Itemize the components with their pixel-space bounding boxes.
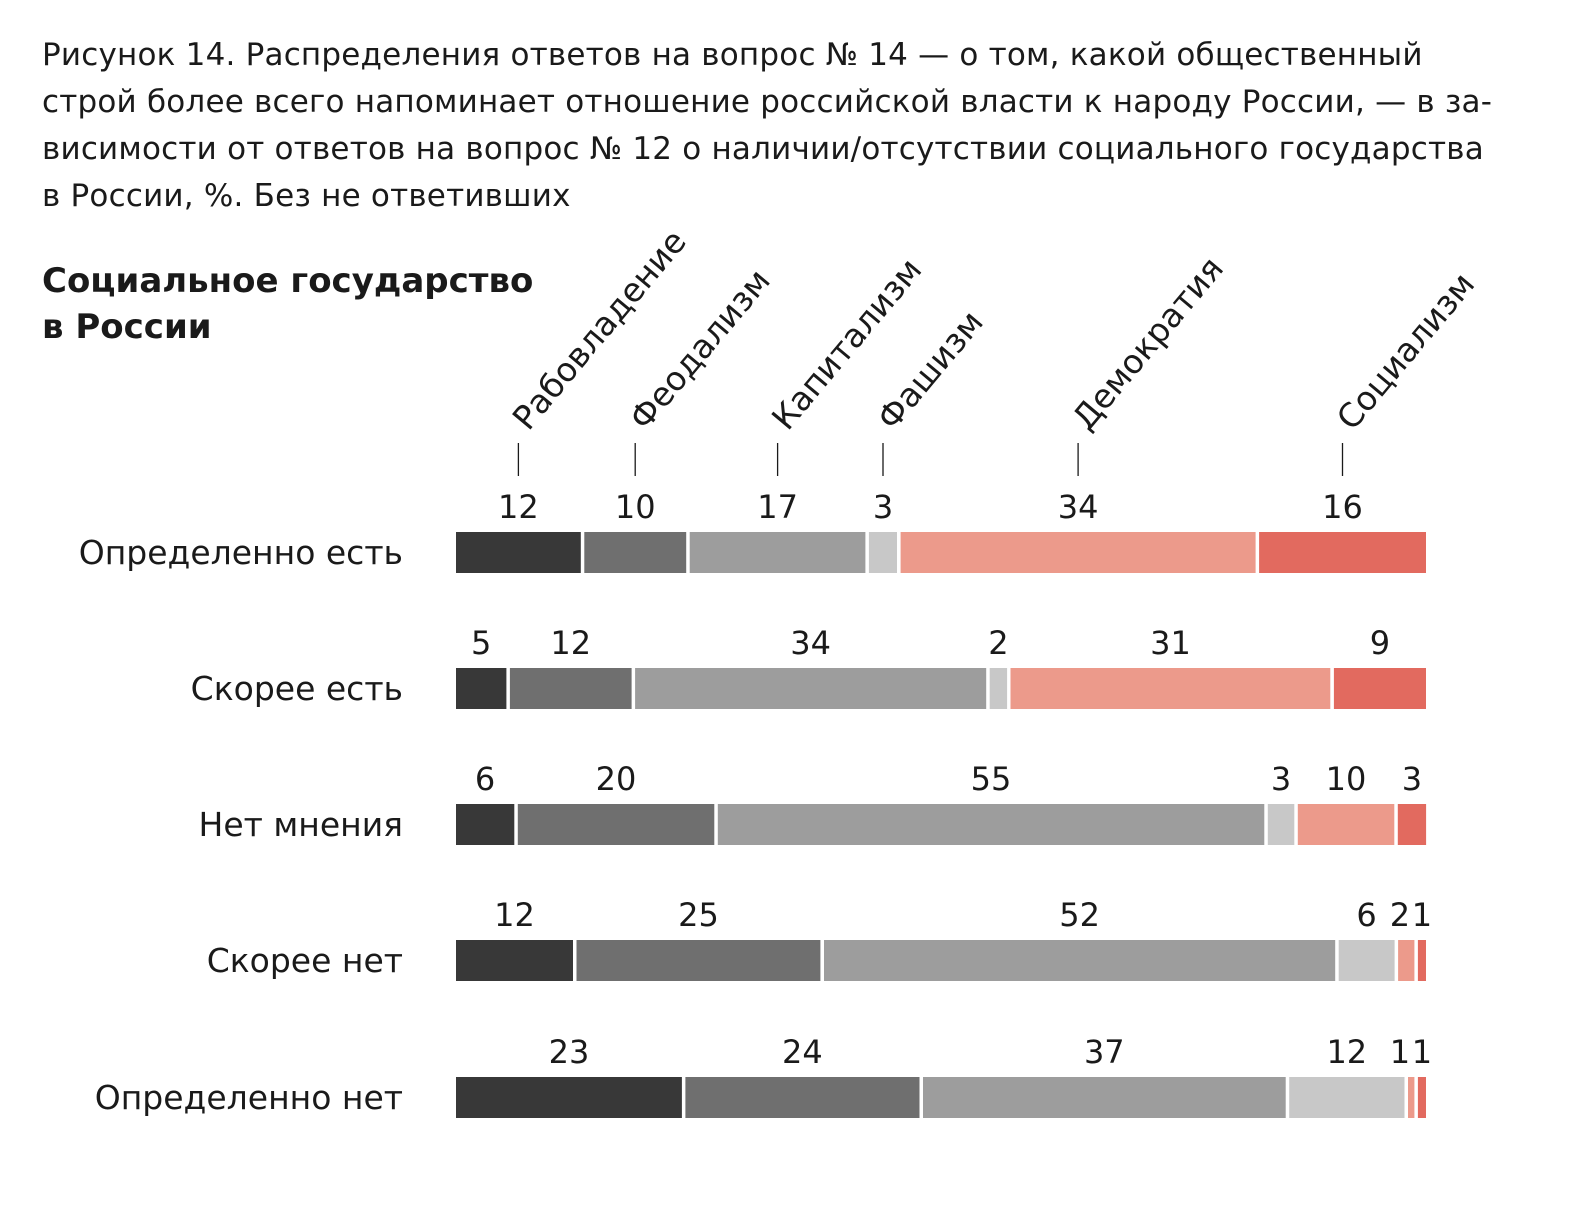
row-label: Определенно есть (79, 533, 403, 572)
legend-label-демократия: Демократия (1064, 249, 1231, 437)
bar-segment-феодализм (509, 668, 632, 709)
legend-label-социализм: Социализм (1329, 265, 1483, 437)
value-label: 3 (1402, 760, 1422, 798)
value-label: 9 (1370, 624, 1390, 662)
bar-segment-феодализм (576, 940, 821, 981)
bar-segment-рабовладение (456, 940, 573, 981)
caption-line-4: в России, %. Без не ответивших (42, 178, 571, 214)
value-label: 12 (1326, 1033, 1367, 1071)
bar-segment-фашизм (1338, 940, 1395, 981)
chart-subtitle: Социальное государство в России (42, 258, 533, 350)
bar-segment-феодализм (517, 804, 715, 845)
value-label: 24 (782, 1033, 823, 1071)
bar-segment-социализм (1259, 532, 1426, 573)
value-label: 2 (1390, 896, 1410, 934)
caption-line-2: строй более всего напоминает отношение р… (42, 84, 1493, 120)
bar-segment-капитализм (923, 1077, 1286, 1118)
bar-segment-социализм (1397, 804, 1427, 845)
value-label: 55 (971, 760, 1012, 798)
value-label: 12 (550, 624, 591, 662)
bar-row: Скорее нет 12 25 52 6 2 1 (207, 896, 1432, 981)
bar-segment-демократия (900, 532, 1256, 573)
value-label: 20 (596, 760, 637, 798)
value-label: 10 (1326, 760, 1367, 798)
value-label: 6 (1356, 896, 1376, 934)
caption-line-1: Рисунок 14. Распределения ответов на воп… (42, 37, 1423, 73)
value-label: 34 (790, 624, 831, 662)
value-label: 31 (1150, 624, 1191, 662)
bar-segment-рабовладение (456, 1077, 682, 1118)
value-label: 1 (1390, 1033, 1410, 1071)
row-label: Скорее есть (191, 669, 403, 708)
value-label: 5 (471, 624, 491, 662)
value-label: 25 (678, 896, 719, 934)
value-label: 12 (498, 488, 539, 526)
value-label: 12 (494, 896, 535, 934)
row-label: Скорее нет (207, 941, 403, 980)
value-label: 3 (1271, 760, 1291, 798)
value-label: 6 (475, 760, 495, 798)
bar-segment-рабовладение (456, 804, 515, 845)
value-label: 52 (1059, 896, 1100, 934)
bar-row: Скорее есть 5 12 34 2 31 9 (191, 624, 1426, 709)
bar-segment-фашизм (1267, 804, 1295, 845)
value-label: 34 (1058, 488, 1099, 526)
bar-segment-рабовладение (456, 532, 581, 573)
value-label: 16 (1322, 488, 1363, 526)
bar-segment-социализм (1417, 1077, 1426, 1118)
value-label: 37 (1084, 1033, 1125, 1071)
bar-segment-капитализм (689, 532, 866, 573)
caption-line-3: висимости от ответов на вопрос № 12 о на… (42, 131, 1484, 167)
row-label: Определенно нет (95, 1078, 403, 1117)
bar-segment-капитализм (824, 940, 1336, 981)
row-label: Нет мнения (199, 805, 403, 844)
bar-segment-феодализм (584, 532, 687, 573)
bar-segment-демократия (1010, 668, 1331, 709)
value-label: 10 (615, 488, 656, 526)
subtitle-line-1: Социальное государство (42, 261, 534, 301)
value-label: 3 (873, 488, 893, 526)
bar-segment-демократия (1297, 804, 1395, 845)
bar-segment-капитализм (635, 668, 987, 709)
bar-row: Определенно нет 23 24 37 12 1 1 (95, 1033, 1432, 1118)
value-label: 17 (757, 488, 798, 526)
value-label: 1 (1412, 1033, 1432, 1071)
bar-segment-фашизм (989, 668, 1008, 709)
value-label: 2 (988, 624, 1008, 662)
bar-segment-фашизм (868, 532, 897, 573)
bar-segment-социализм (1333, 668, 1426, 709)
bar-segment-демократия (1398, 940, 1415, 981)
subtitle-line-2: в России (42, 307, 212, 347)
figure-caption: Рисунок 14. Распределения ответов на воп… (42, 32, 1542, 220)
bar-row: Определенно есть 12 10 17 3 34 16 (79, 488, 1426, 573)
bar-segment-демократия (1408, 1077, 1415, 1118)
value-label: 23 (549, 1033, 590, 1071)
bar-segment-феодализм (685, 1077, 920, 1118)
bar-row: Нет мнения 6 20 55 3 10 3 (199, 760, 1427, 845)
value-label: 1 (1412, 896, 1432, 934)
bar-segment-капитализм (717, 804, 1265, 845)
bar-segment-фашизм (1289, 1077, 1405, 1118)
bar-segment-рабовладение (456, 668, 507, 709)
bar-segment-социализм (1417, 940, 1426, 981)
